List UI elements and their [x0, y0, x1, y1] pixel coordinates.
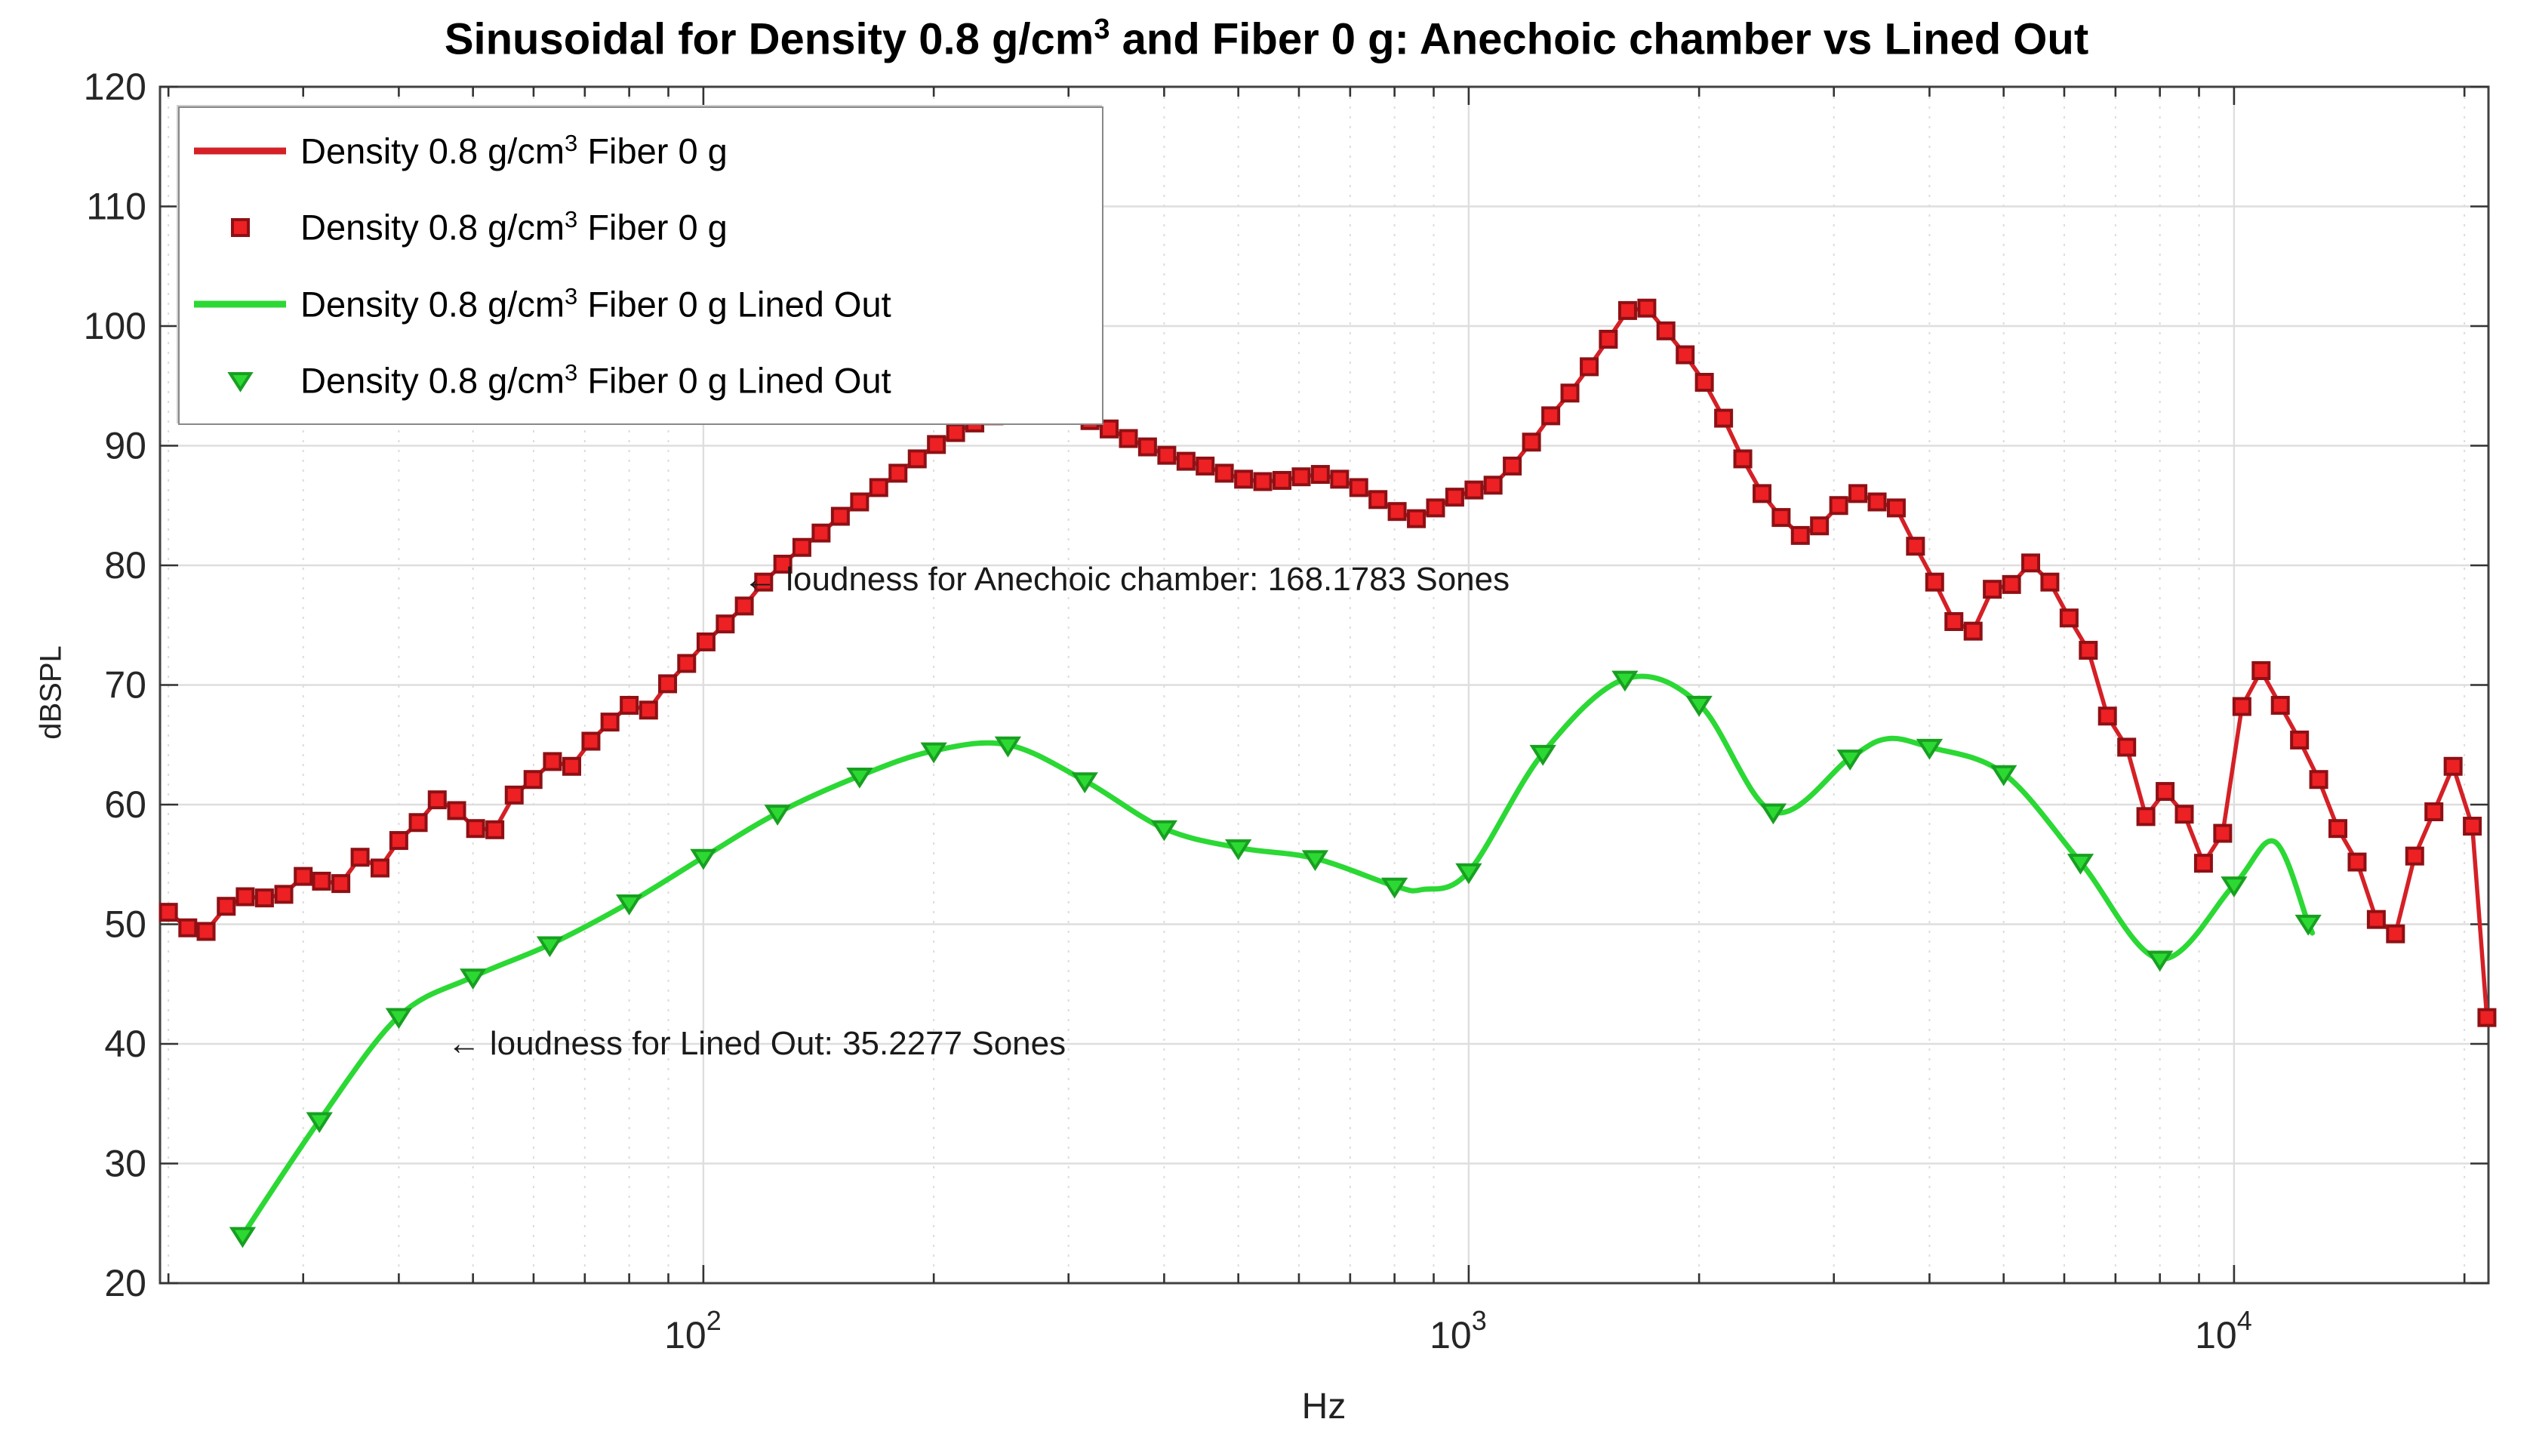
legend-item-anechoic-line[interactable]: Density 0.8 g/cm3 Fiber 0 g — [180, 113, 1102, 189]
svg-text:70: 70 — [104, 664, 146, 706]
legend-label: Density 0.8 g/cm3 Fiber 0 g Lined Out — [300, 359, 891, 402]
svg-text:120: 120 — [84, 66, 146, 108]
tick-labels: 20 30 40 50 60 70 80 90 100 110 120 102 103 104 — [84, 66, 2252, 1356]
y-axis-label: dBSPL — [34, 645, 68, 740]
annotation-linedout-loudness: ← loudness for Lined Out: 35.2277 Sones — [447, 1025, 1066, 1063]
svg-text:90: 90 — [104, 425, 146, 467]
green-line-icon — [180, 299, 300, 309]
svg-text:102: 102 — [664, 1305, 722, 1356]
svg-text:104: 104 — [2195, 1305, 2252, 1356]
tick-marks — [160, 85, 2488, 1285]
legend-item-linedout-marker[interactable]: Density 0.8 g/cm3 Fiber 0 g Lined Out — [180, 343, 1102, 418]
x-axis-label: Hz — [1301, 1387, 1347, 1427]
legend-item-anechoic-marker[interactable]: Density 0.8 g/cm3 Fiber 0 g — [180, 189, 1102, 265]
chart-title: Sinusoidal for Density 0.8 g/cm3 and Fib… — [444, 14, 2089, 64]
red-square-icon — [180, 216, 300, 239]
red-line-icon — [180, 146, 300, 156]
svg-text:100: 100 — [84, 305, 146, 347]
green-triangle-markers — [229, 670, 2322, 1248]
svg-text:40: 40 — [104, 1023, 146, 1065]
svg-text:50: 50 — [104, 903, 146, 946]
svg-text:60: 60 — [104, 783, 146, 826]
svg-text:20: 20 — [104, 1262, 146, 1304]
legend-item-linedout-line[interactable]: Density 0.8 g/cm3 Fiber 0 g Lined Out — [180, 266, 1102, 342]
annotation-anechoic-loudness: ← loudness for Anechoic chamber: 168.178… — [743, 561, 1510, 599]
gridlines — [160, 87, 2488, 1283]
svg-text:80: 80 — [104, 544, 146, 586]
legend-label: Density 0.8 g/cm3 Fiber 0 g — [300, 129, 728, 171]
svg-text:30: 30 — [104, 1143, 146, 1185]
legend-label: Density 0.8 g/cm3 Fiber 0 g — [300, 206, 728, 248]
legend-label: Density 0.8 g/cm3 Fiber 0 g Lined Out — [300, 282, 891, 325]
svg-text:103: 103 — [1430, 1305, 1487, 1356]
legend-box: Density 0.8 g/cm3 Fiber 0 g Density 0.8 … — [178, 106, 1103, 425]
green-triangle-icon — [180, 368, 300, 393]
svg-text:110: 110 — [86, 186, 146, 228]
